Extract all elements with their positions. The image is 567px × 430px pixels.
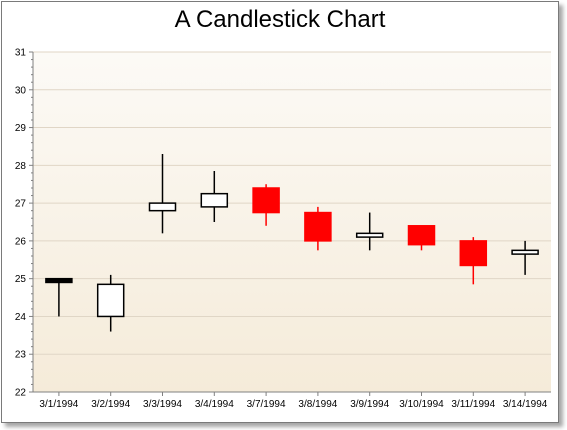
y-tick-label: 25 — [15, 274, 27, 285]
candle-body — [45, 277, 73, 284]
y-tick-label: 30 — [15, 85, 27, 96]
chart-frame: A Candlestick Chart 22 23 24 25 26 27 28 29 30 31… — [1, 1, 559, 423]
x-tick-label: 3/4/1994 — [195, 399, 234, 410]
x-tick-label: 3/2/1994 — [91, 399, 130, 410]
y-tick-label: 29 — [15, 123, 27, 134]
candlestick-chart: 22 23 24 25 26 27 28 29 30 31 3/1/1994 3/2/1994 3/3/… — [15, 48, 551, 410]
y-tick-label: 26 — [15, 236, 27, 247]
candle-body — [200, 192, 229, 208]
plot-area — [33, 52, 551, 392]
x-tick-label: 3/7/1994 — [247, 399, 286, 410]
candle — [407, 225, 436, 251]
x-tick-label: 3/1/1994 — [39, 399, 78, 410]
y-tick-label: 28 — [15, 161, 27, 172]
x-tick-label: 3/9/1994 — [350, 399, 389, 410]
candle-body — [407, 225, 436, 246]
candle-body — [148, 202, 177, 212]
x-tick-label: 3/14/1994 — [503, 399, 548, 410]
chart-title: A Candlestick Chart — [174, 6, 386, 33]
x-tick-label: 3/8/1994 — [298, 399, 337, 410]
y-tick-label: 23 — [15, 350, 27, 361]
y-tick-label: 22 — [15, 388, 27, 399]
x-tick-label: 3/3/1994 — [143, 399, 182, 410]
candle — [148, 154, 177, 234]
y-tick-label: 27 — [15, 199, 27, 210]
candle — [200, 171, 229, 222]
y-tick-label: 24 — [15, 312, 27, 323]
candle-body — [252, 187, 280, 214]
candle — [459, 237, 488, 285]
candle — [96, 274, 125, 332]
candle-body — [459, 240, 488, 267]
candle-body — [304, 211, 332, 242]
y-tick-label: 31 — [15, 48, 27, 59]
candle-body — [96, 283, 125, 318]
candle — [511, 240, 539, 275]
x-tick-label: 3/11/1994 — [451, 399, 495, 410]
candle — [355, 212, 384, 251]
candle-body — [355, 232, 384, 238]
candle-body — [511, 249, 539, 255]
x-tick-label: 3/10/1994 — [399, 399, 444, 410]
candle — [45, 277, 73, 317]
candle — [252, 184, 280, 226]
candle — [304, 206, 332, 251]
